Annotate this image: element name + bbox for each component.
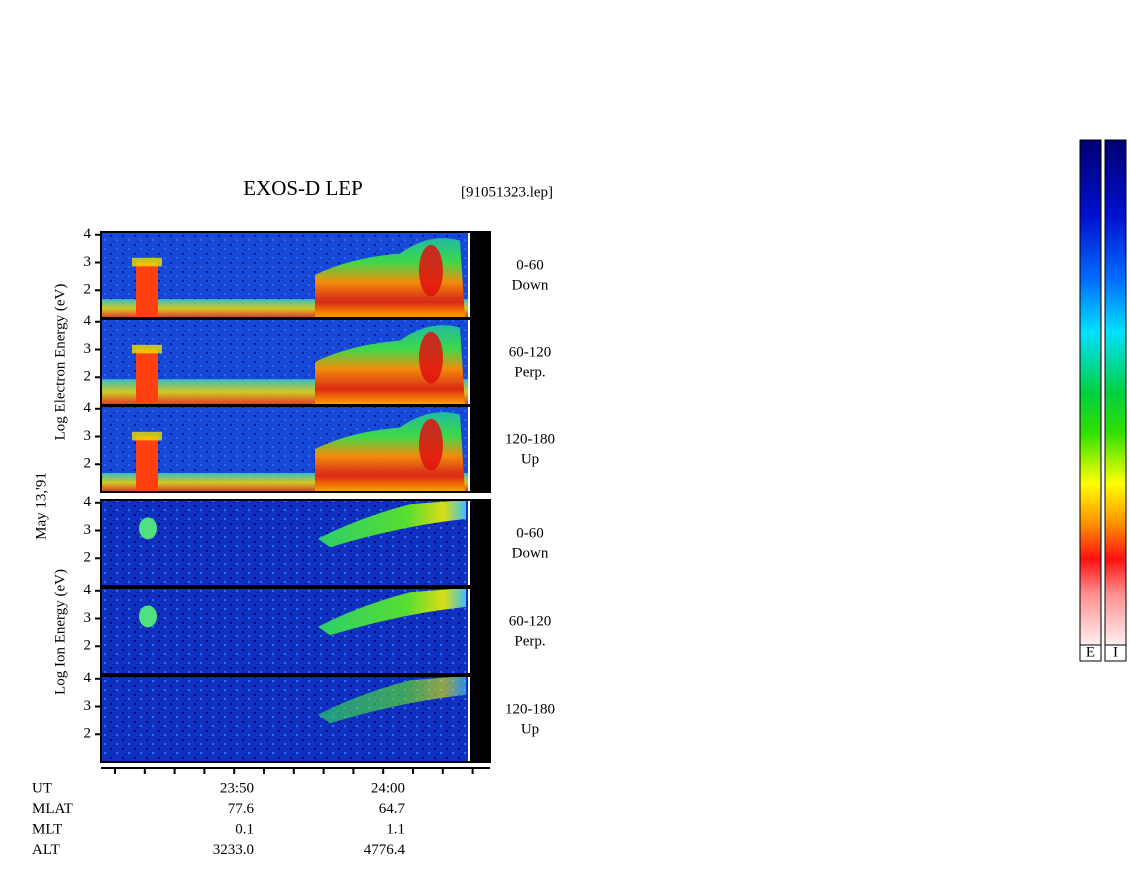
time-axis: [101, 767, 490, 774]
data-gap: [470, 319, 490, 405]
y-tick-label: 4: [84, 313, 92, 329]
direction: Perp.: [514, 633, 545, 649]
y-tick-label: 3: [84, 522, 92, 538]
footer-label: MLAT: [32, 801, 73, 817]
spectrogram-ion-streak: [318, 676, 466, 724]
y-tick-label: 2: [84, 369, 92, 385]
panel: 2 3 4 60-120 Perp.: [84, 582, 552, 675]
direction: Up: [521, 721, 539, 737]
data-gap: [470, 588, 490, 674]
colorbar-label-box: [1079, 644, 1102, 662]
panel: 2 3 4 0-60 Down: [84, 494, 549, 587]
y-tick-label: 2: [84, 638, 92, 654]
direction: Perp.: [514, 364, 545, 380]
ion-axis-label: Log Ion Energy (eV): [52, 569, 68, 695]
y-tick-label: 4: [84, 226, 92, 242]
colorbar-label: E: [1086, 644, 1095, 660]
spectrogram-peak: [419, 418, 443, 471]
spectrogram-burst-edge: [132, 431, 162, 441]
colorbar-label-box: [1104, 644, 1127, 662]
spectrogram-peak: [419, 331, 443, 384]
pitch-angle: 60-120: [509, 613, 552, 629]
panel-frame: [100, 675, 491, 763]
footer-value: 4776.4: [364, 842, 406, 858]
spectrogram-peak: [419, 244, 443, 297]
spectrogram-ion-burst: [139, 605, 157, 628]
panel: 2 3 4 120-180 Up: [84, 400, 555, 493]
colorbar: [1079, 139, 1102, 646]
data-gap: [470, 406, 490, 492]
title: EXOS-D LEP: [243, 176, 363, 200]
y-tick-label: 4: [84, 400, 92, 416]
panel-frame: [100, 405, 491, 493]
y-tick-label: 2: [84, 456, 92, 472]
colorbars: E I: [1079, 139, 1127, 662]
y-tick-label: 4: [84, 582, 92, 598]
footer-value: 64.7: [379, 801, 406, 817]
spectrogram-burst-edge: [132, 257, 162, 267]
data-gap: [470, 232, 490, 318]
y-tick-label: 3: [84, 610, 92, 626]
panel: 2 3 4 60-120 Perp.: [84, 313, 552, 406]
y-tick-label: 3: [84, 698, 92, 714]
date: May 13,'91: [33, 472, 49, 540]
footer-label: MLT: [32, 821, 62, 837]
footer-value: 3233.0: [213, 842, 254, 858]
footer-value: 24:00: [371, 780, 405, 796]
pitch-angle: 120-180: [505, 431, 555, 447]
y-tick-label: 3: [84, 428, 92, 444]
footer-value: 23:50: [220, 780, 254, 796]
spectrogram-ion-burst: [139, 517, 157, 540]
panel-frame: [100, 587, 491, 675]
y-tick-label: 2: [84, 726, 92, 742]
y-tick-label: 3: [84, 341, 92, 357]
footer-value: 1.1: [386, 821, 405, 837]
spectrogram-burst: [136, 262, 158, 318]
pitch-angle: 0-60: [516, 257, 544, 273]
y-tick-label: 2: [84, 550, 92, 566]
electron-axis-label: Log Electron Energy (eV): [52, 284, 68, 441]
spectrogram-ion-streak: [318, 588, 466, 636]
spectrogram-burst: [136, 349, 158, 405]
direction: Down: [512, 277, 549, 293]
y-tick-label: 4: [84, 494, 92, 510]
footer-value: 77.6: [228, 801, 255, 817]
y-tick-label: 3: [84, 254, 92, 270]
data-gap: [470, 676, 490, 762]
y-tick-label: 2: [84, 282, 92, 298]
footer-value: 0.1: [235, 821, 254, 837]
panel: 2 3 4 120-180 Up: [84, 670, 555, 763]
direction: Up: [521, 451, 539, 467]
direction: Down: [512, 545, 549, 561]
spectrogram-burst-edge: [132, 344, 162, 354]
colorbar: [1104, 139, 1127, 646]
pitch-angle: 0-60: [516, 525, 544, 541]
footer-label: UT: [32, 780, 52, 796]
panel: 2 3 4 0-60 Down: [84, 226, 549, 319]
pitch-angle: 120-180: [505, 701, 555, 717]
spectrogram-burst: [136, 436, 158, 492]
spectrogram-ion-streak: [318, 500, 466, 548]
file-name: [91051323.lep]: [461, 184, 553, 200]
data-gap: [470, 500, 490, 586]
y-tick-label: 4: [84, 670, 92, 686]
footer-label: ALT: [32, 842, 60, 858]
colorbar-label: I: [1113, 644, 1118, 660]
pitch-angle: 60-120: [509, 344, 552, 360]
panel-frame: [100, 499, 491, 587]
